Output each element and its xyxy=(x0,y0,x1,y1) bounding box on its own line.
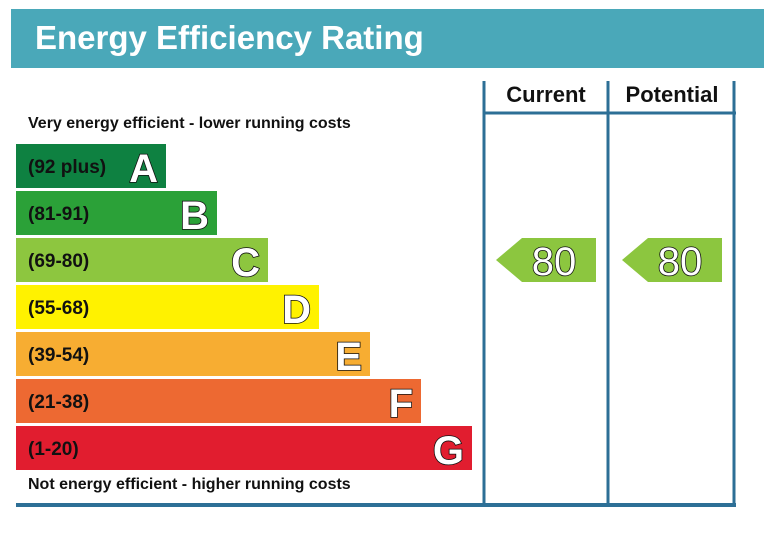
bottom-caption: Not energy efficient - higher running co… xyxy=(28,476,351,493)
band-bar-c xyxy=(16,238,268,282)
band-letter-e: E xyxy=(335,335,362,379)
potential-column-header: Potential xyxy=(625,82,719,107)
band-bar-a xyxy=(16,144,166,188)
band-range-label-g: (1-20) xyxy=(28,439,79,460)
band-bar-b xyxy=(16,191,217,235)
page-title: Energy Efficiency Rating xyxy=(35,19,424,56)
band-range-label-c: (69-80) xyxy=(28,251,89,272)
band-bar-d xyxy=(16,285,319,329)
band-bar-f xyxy=(16,379,421,423)
band-letter-b: B xyxy=(180,194,209,238)
current-column-header: Current xyxy=(506,82,586,107)
potential-rating-arrow xyxy=(622,238,722,282)
band-range-label-e: (39-54) xyxy=(28,345,89,366)
band-letter-a: A xyxy=(129,147,158,191)
band-bar-e xyxy=(16,332,370,376)
band-range-label-d: (55-68) xyxy=(28,298,89,319)
band-bar-g xyxy=(16,426,472,470)
band-range-label-a: (92 plus) xyxy=(28,157,106,178)
band-letter-g: G xyxy=(433,429,464,473)
band-range-label-b: (81-91) xyxy=(28,204,89,225)
current-rating-arrow xyxy=(496,238,596,282)
band-letter-f: F xyxy=(389,382,413,426)
band-letter-d: D xyxy=(282,288,311,332)
current-rating-value: 80 xyxy=(532,240,577,284)
top-caption: Very energy efficient - lower running co… xyxy=(28,115,351,132)
potential-rating-value: 80 xyxy=(658,240,703,284)
band-range-label-f: (21-38) xyxy=(28,392,89,413)
band-letter-c: C xyxy=(231,241,260,285)
header-banner: Energy Efficiency Rating xyxy=(11,9,764,68)
